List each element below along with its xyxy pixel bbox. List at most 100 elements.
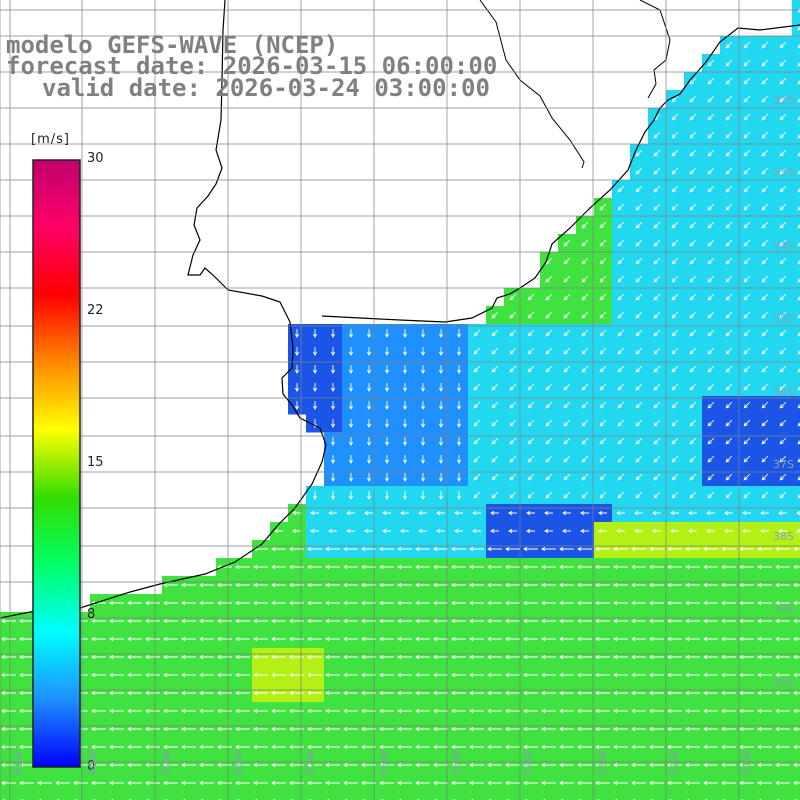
wind-arrow — [707, 293, 715, 301]
wind-arrow — [271, 690, 286, 696]
wind-arrow — [271, 672, 286, 678]
wind-arrow — [649, 708, 664, 714]
wind-arrow — [775, 780, 790, 786]
wind-arrow — [743, 455, 751, 463]
wind-arrow — [348, 437, 354, 446]
wind-arrow — [793, 654, 800, 660]
wind-arrow — [330, 437, 336, 446]
wind-arrow — [145, 618, 160, 624]
wind-arrow — [667, 564, 682, 570]
wind-cell — [144, 792, 163, 800]
wind-arrow — [545, 383, 553, 391]
wind-arrow — [563, 275, 571, 283]
wind-arrow — [415, 600, 430, 606]
wind-cell — [792, 252, 800, 271]
wind-arrow — [757, 762, 772, 768]
wind-arrow — [400, 528, 409, 534]
longitude-label: 52W — [668, 750, 681, 775]
wind-arrow — [779, 95, 787, 103]
wind-arrow — [438, 383, 444, 392]
wind-arrow — [91, 762, 106, 768]
wind-arrow — [595, 654, 610, 660]
wind-arrow — [348, 329, 354, 338]
wind-arrow — [523, 708, 538, 714]
wind-arrow — [545, 347, 553, 355]
wind-arrow — [384, 329, 390, 338]
wind-arrow — [577, 654, 592, 660]
wind-arrow — [581, 311, 589, 319]
wind-arrow — [761, 293, 769, 301]
wind-arrow — [545, 455, 553, 463]
wind-arrow — [271, 654, 286, 660]
wind-arrow — [793, 780, 800, 786]
wind-arrow — [685, 654, 700, 660]
wind-cell — [36, 792, 55, 800]
wind-arrow — [721, 618, 736, 624]
wind-arrow — [199, 654, 214, 660]
wind-arrow — [689, 329, 697, 337]
wind-arrow — [707, 77, 715, 85]
wind-arrow — [343, 618, 358, 624]
wind-arrow — [797, 206, 800, 211]
wind-arrow — [649, 564, 664, 570]
wind-arrow — [199, 600, 214, 606]
wind-cell — [702, 792, 721, 800]
wind-arrow — [523, 564, 538, 570]
wind-arrow — [271, 636, 286, 642]
wind-arrow — [775, 690, 790, 696]
wind-arrow — [343, 744, 358, 750]
wind-arrow — [563, 365, 571, 373]
wind-arrow — [523, 744, 538, 750]
wind-cell — [486, 792, 505, 800]
wind-arrow — [469, 618, 484, 624]
wind-arrow — [671, 365, 679, 373]
wind-arrow — [779, 77, 787, 85]
wind-arrow — [545, 257, 553, 265]
wind-arrow — [397, 690, 412, 696]
wind-arrow — [779, 419, 787, 427]
wind-arrow — [581, 293, 589, 301]
wind-arrow — [271, 564, 286, 570]
wind-arrow — [671, 311, 679, 319]
wind-arrow — [433, 654, 448, 660]
wind-arrow — [505, 636, 520, 642]
wind-arrow — [685, 708, 700, 714]
wind-cell — [378, 792, 397, 800]
wind-arrow — [671, 473, 679, 481]
wind-arrow — [743, 473, 751, 481]
wind-arrow — [420, 419, 426, 428]
wind-arrow — [725, 329, 733, 337]
wind-arrow — [635, 311, 643, 319]
wind-arrow — [671, 383, 679, 391]
wind-arrow — [509, 383, 517, 391]
wind-arrow — [707, 95, 715, 103]
wind-arrow — [325, 618, 340, 624]
wind-arrow — [725, 113, 733, 121]
wind-arrow — [559, 564, 574, 570]
wind-arrow — [433, 762, 448, 768]
wind-arrow — [581, 239, 589, 247]
wind-arrow — [689, 365, 697, 373]
wind-arrow — [779, 383, 787, 391]
wind-arrow — [725, 383, 733, 391]
wind-arrow — [581, 257, 589, 265]
wind-cell — [342, 792, 361, 800]
wind-arrow — [617, 221, 625, 229]
wind-arrow — [721, 636, 736, 642]
wind-arrow — [634, 510, 643, 516]
wind-arrow — [217, 690, 232, 696]
wind-arrow — [725, 77, 733, 85]
wind-arrow — [635, 239, 643, 247]
coastline — [0, 0, 800, 619]
wind-arrow — [725, 59, 733, 67]
wind-arrow — [581, 437, 589, 445]
wind-arrow — [671, 113, 679, 121]
wind-cell — [540, 792, 559, 800]
wind-cell — [54, 792, 73, 800]
wind-arrow — [725, 239, 733, 247]
colorbar-tick-22: 22 — [87, 303, 104, 318]
wind-arrow — [19, 636, 34, 642]
wind-cell — [792, 288, 800, 307]
wind-arrow — [491, 365, 499, 373]
